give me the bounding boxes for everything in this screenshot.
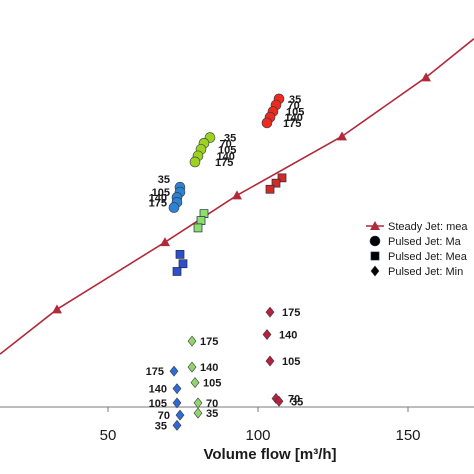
legend-label: Pulsed Jet: Mea: [388, 251, 468, 263]
point-label: 140: [149, 192, 167, 204]
x-tick-layer: 50 100 150: [100, 407, 421, 444]
point-label: 140: [279, 330, 297, 342]
pulsed-jet-circle-point: [261, 117, 273, 129]
point-label: 175: [149, 197, 167, 209]
pulsed-jet-diamond-point: [274, 395, 284, 407]
x-axis-title: Volume flow [m³/h]: [203, 446, 336, 463]
pulsed-jet-diamond-point: [169, 365, 179, 377]
legend-triangle-swatch: [370, 221, 380, 230]
steady-jet-point: [52, 304, 62, 314]
pulsed-jet-square-point: [265, 184, 275, 194]
pulsed-jet-diamond-point: [262, 329, 272, 341]
pulsed-jet-diamond-point: [172, 419, 182, 431]
pulsed-jet-square-point: [196, 216, 206, 225]
point-label: 140: [217, 151, 235, 163]
legend-square-swatch: [370, 251, 380, 261]
point-label: 35: [206, 408, 218, 420]
pulsed-jet-circle-point: [189, 156, 201, 168]
x-tick-label: 50: [100, 427, 117, 444]
legend-label: Pulsed Jet: Ma: [388, 236, 462, 248]
pulsed-jet-square-point: [175, 250, 185, 259]
steady-jet-point: [337, 131, 347, 141]
point-label: 140: [200, 362, 218, 374]
steady-jet-point: [160, 237, 170, 247]
x-tick-label: 100: [245, 427, 270, 444]
point-label: 175: [200, 336, 218, 348]
point-label: 140: [285, 112, 303, 124]
pulsed-jet-diamond-point: [175, 409, 185, 421]
point-label: 140: [149, 384, 167, 396]
legend: Steady Jet: mea Pulsed Jet: Ma Pulsed Jet:…: [366, 221, 468, 278]
pulsed-jet-circle-point: [168, 202, 180, 213]
point-label: 105: [286, 107, 304, 119]
pulsed-jet-square-point: [277, 173, 287, 183]
point-label: 35: [158, 174, 170, 186]
pulsed-jet-diamond-point: [190, 377, 200, 389]
point-label-layer: 3570105140175357010514017535105140175175…: [146, 94, 305, 432]
pulsed-jet-diamond-point: [187, 335, 197, 347]
point-label: 70: [288, 100, 300, 112]
point-label: 70: [206, 398, 218, 410]
point-label: 105: [152, 187, 170, 199]
pulsed-jet-diamond-point: [193, 407, 203, 419]
steady-jet-point: [232, 190, 242, 200]
pulsed-jet-diamond-point: [193, 397, 203, 409]
point-label: 175: [283, 118, 301, 130]
pulsed-jet-square-point: [193, 223, 203, 233]
point-label: 35: [291, 396, 303, 408]
pulsed-jet-square-point: [172, 267, 182, 276]
series-layer: [0, 38, 474, 355]
point-label: 175: [282, 307, 300, 319]
pulsed-jet-diamond-point: [187, 361, 197, 373]
x-tick-label: 150: [395, 427, 420, 444]
point-label: 175: [215, 157, 233, 169]
point-label: 105: [203, 378, 221, 390]
legend-label: Pulsed Jet: Min: [388, 266, 463, 278]
legend-circle-swatch: [369, 235, 381, 247]
pulsed-jet-diamond-point: [172, 397, 182, 409]
point-label: 70: [158, 410, 170, 422]
legend-diamond-swatch: [370, 265, 380, 277]
pulsed-jet-diamond-point: [265, 355, 275, 367]
point-label: 105: [218, 144, 236, 156]
pulsed-jet-diamond-point: [265, 306, 275, 318]
point-label: 70: [288, 393, 300, 405]
point-label: 35: [289, 94, 301, 106]
point-label: 105: [282, 356, 300, 368]
pulsed-jet-diamond-point: [172, 383, 182, 395]
point-label: 175: [146, 366, 164, 378]
point-label: 35: [224, 133, 236, 145]
pulsed-jet-square-point: [271, 178, 281, 188]
legend-label: Steady Jet: mea: [388, 221, 468, 233]
point-label: 105: [149, 398, 167, 410]
pulsed-jet-square-point: [178, 259, 188, 269]
marker-layer: [168, 93, 287, 431]
steady-jet-point: [421, 72, 431, 82]
point-label: 35: [155, 420, 167, 432]
point-label: 70: [220, 138, 232, 150]
